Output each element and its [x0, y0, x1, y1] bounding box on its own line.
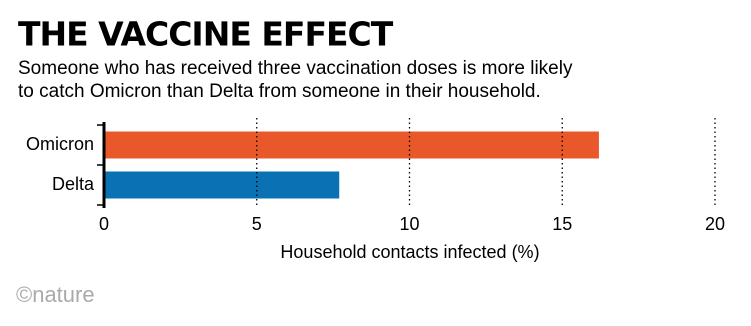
subtitle: Someone who has received three vaccinati…	[18, 58, 573, 79]
y-tick-label: Omicron	[26, 134, 94, 154]
y-tick-label: Delta	[52, 174, 95, 194]
bar	[104, 131, 599, 159]
x-tick-label: 15	[552, 214, 572, 234]
x-tick-label: 10	[399, 214, 419, 234]
x-axis-label: Household contacts infected (%)	[280, 242, 539, 262]
bar	[104, 171, 340, 199]
x-tick-label: 0	[99, 214, 109, 234]
source-logo: ©nature	[16, 282, 95, 307]
subtitle: to catch Omicron than Delta from someone…	[18, 81, 541, 102]
x-tick-label: 20	[705, 214, 725, 234]
chart-title: THE VACCINE EFFECT	[18, 15, 394, 54]
x-tick-label: 5	[252, 214, 262, 234]
